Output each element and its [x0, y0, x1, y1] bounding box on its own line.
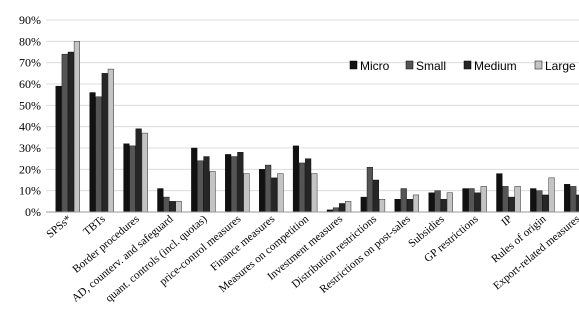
bar-medium-14: [542, 194, 549, 213]
bar-large-13: [514, 186, 521, 213]
y-tick-label: 0%: [25, 205, 41, 219]
bar-large-3: [175, 201, 182, 213]
bar-medium-11: [440, 198, 447, 213]
y-tick-label: 20%: [19, 162, 41, 176]
bar-medium-13: [508, 196, 515, 213]
y-tick-label: 80%: [19, 34, 41, 48]
bar-small-5: [231, 156, 238, 213]
x-tick-label: TBTs: [81, 213, 108, 238]
bar-medium-4: [203, 156, 210, 213]
bar-large-11: [446, 192, 453, 213]
bar-medium-10: [406, 198, 413, 213]
bar-medium-8: [339, 203, 346, 213]
bar-micro-9: [360, 196, 367, 213]
bar-large-2: [141, 132, 148, 213]
bar-micro-11: [428, 192, 435, 213]
y-tick-label: 50%: [19, 98, 41, 112]
bar-micro-7: [292, 145, 300, 213]
bar-small-10: [400, 188, 407, 213]
legend-swatch-large: [534, 60, 543, 70]
bar-medium-2: [135, 128, 142, 213]
bar-large-14: [548, 177, 555, 213]
bar-small-4: [197, 160, 204, 213]
bar-small-3: [163, 196, 170, 213]
bar-small-2: [129, 145, 136, 213]
bar-micro-6: [259, 169, 266, 213]
bar-medium-0: [67, 51, 74, 213]
legend-label-small: Small: [416, 59, 446, 73]
legend-swatch-micro: [349, 60, 358, 70]
bar-micro-12: [462, 188, 469, 213]
bar-small-6: [265, 164, 272, 213]
legend: Micro Small Medium Large: [349, 59, 576, 73]
bar-micro-3: [157, 188, 164, 213]
bar-micro-1: [89, 92, 96, 213]
bar-small-8: [332, 207, 340, 213]
bar-medium-1: [101, 73, 108, 213]
bar-medium-6: [271, 177, 278, 213]
bar-medium-3: [169, 201, 176, 213]
legend-label-micro: Micro: [360, 59, 390, 73]
bar-large-7: [311, 173, 318, 213]
y-tick-label: 10%: [19, 184, 41, 198]
bar-large-8: [345, 201, 352, 213]
bar-micro-10: [394, 198, 401, 213]
bar-small-11: [434, 190, 441, 213]
bar-small-12: [468, 188, 475, 213]
legend-label-large: Large: [545, 59, 576, 73]
y-tick-label: 70%: [19, 56, 41, 70]
bar-large-9: [379, 198, 386, 213]
bar-micro-0: [55, 85, 62, 213]
bar-large-0: [73, 41, 80, 213]
bar-micro-2: [123, 143, 130, 213]
x-tick-label: IP: [499, 213, 514, 229]
y-tick-label: 90%: [19, 13, 41, 27]
bar-large-12: [480, 186, 487, 213]
bar-small-15: [570, 186, 577, 213]
bar-small-0: [61, 53, 68, 213]
bar-small-13: [502, 186, 509, 213]
bar-small-7: [299, 162, 306, 213]
x-tick-label: SPSs*: [44, 213, 74, 241]
legend-swatch-small: [405, 60, 414, 70]
bar-micro-15: [564, 184, 571, 213]
y-tick-label: 60%: [19, 77, 41, 91]
bar-small-1: [95, 96, 102, 213]
bar-small-9: [366, 166, 373, 213]
y-tick-label: 40%: [19, 120, 41, 134]
bar-micro-5: [225, 154, 232, 213]
bar-medium-5: [237, 152, 244, 213]
bar-large-10: [412, 194, 420, 213]
y-tick-label: 30%: [19, 141, 41, 155]
bar-large-6: [277, 173, 284, 213]
bar-medium-12: [474, 192, 481, 213]
legend-swatch-medium: [463, 60, 472, 70]
bar-micro-13: [496, 173, 503, 213]
y-axis: 0% 10% 20% 30% 40% 50% 60% 70% 80% 90%: [19, 13, 41, 219]
bar-large-4: [209, 171, 216, 213]
bar-large-5: [243, 173, 250, 213]
bars: [55, 41, 579, 213]
bar-micro-4: [191, 147, 198, 213]
bar-micro-14: [530, 188, 537, 213]
bar-small-14: [536, 190, 543, 213]
bar-large-1: [107, 68, 114, 213]
bar-medium-9: [372, 179, 380, 213]
bar-medium-7: [305, 158, 312, 213]
legend-label-medium: Medium: [474, 59, 517, 73]
bar-medium-15: [576, 194, 579, 213]
